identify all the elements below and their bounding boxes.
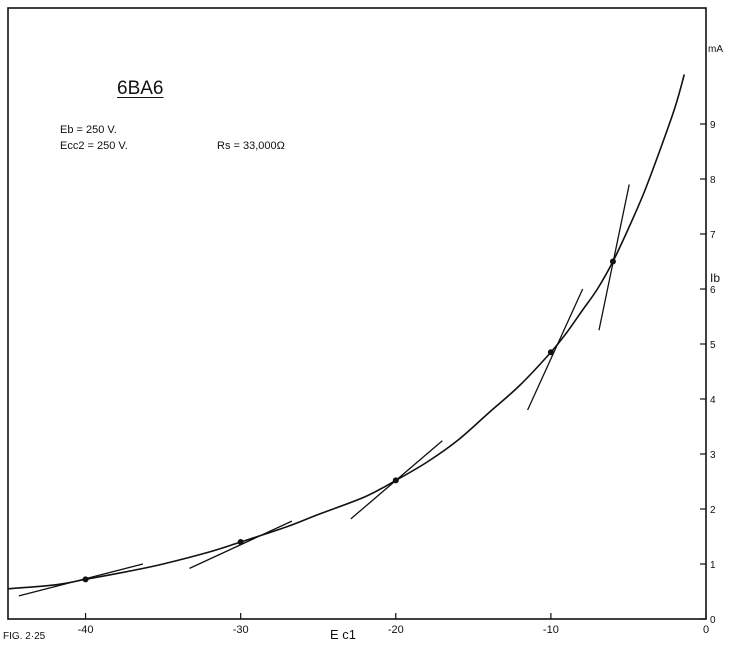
tangent-point	[82, 576, 89, 583]
y-unit-label: mA	[708, 44, 723, 55]
x-tick-label: -30	[233, 624, 249, 636]
y-axis-label: Ib	[710, 271, 721, 285]
tangent-points	[82, 258, 616, 583]
y-tick-label: 6	[710, 285, 716, 296]
tangent-line	[18, 563, 144, 597]
y-tick-label: 1	[710, 560, 716, 571]
x-tick-label: -20	[388, 624, 404, 636]
tangent-point	[392, 477, 399, 484]
y-tick-label: 2	[710, 505, 716, 516]
y-tick-label: 5	[710, 340, 716, 351]
x-tick-label: 0	[703, 624, 709, 636]
tangent-point	[609, 258, 616, 265]
x-tick-label: -10	[543, 624, 559, 636]
axes	[7, 7, 707, 620]
plate-current-curve	[7, 74, 686, 590]
tangent-lines	[18, 184, 630, 597]
ticks: -40 -30 -20 -10 00 1 2 3 4 5 6 7 8 9	[78, 120, 716, 636]
y-tick-label: 9	[710, 120, 716, 131]
param-ecc2: Ecc2 = 250 V.	[60, 140, 128, 152]
tangent-line	[598, 184, 630, 331]
y-tick-label: 0	[710, 615, 716, 626]
tangent-point	[237, 539, 244, 545]
y-tick-label: 3	[710, 450, 716, 461]
param-eb: Eb = 250 V.	[60, 124, 117, 136]
param-rs: Rs = 33,000Ω	[217, 140, 285, 152]
chart-title: 6BA6	[117, 78, 164, 99]
y-tick-label: 4	[710, 395, 716, 406]
tangent-point	[547, 349, 554, 356]
x-tick-label: -40	[78, 624, 94, 636]
series-line	[7, 74, 686, 590]
y-tick-label: 7	[710, 230, 716, 241]
y-tick-label: 8	[710, 175, 716, 186]
tangent-line	[527, 288, 584, 411]
x-axis-label: E c1	[330, 627, 357, 642]
figure-label: FIG. 2·25	[3, 631, 46, 642]
plot-frame	[7, 7, 707, 620]
